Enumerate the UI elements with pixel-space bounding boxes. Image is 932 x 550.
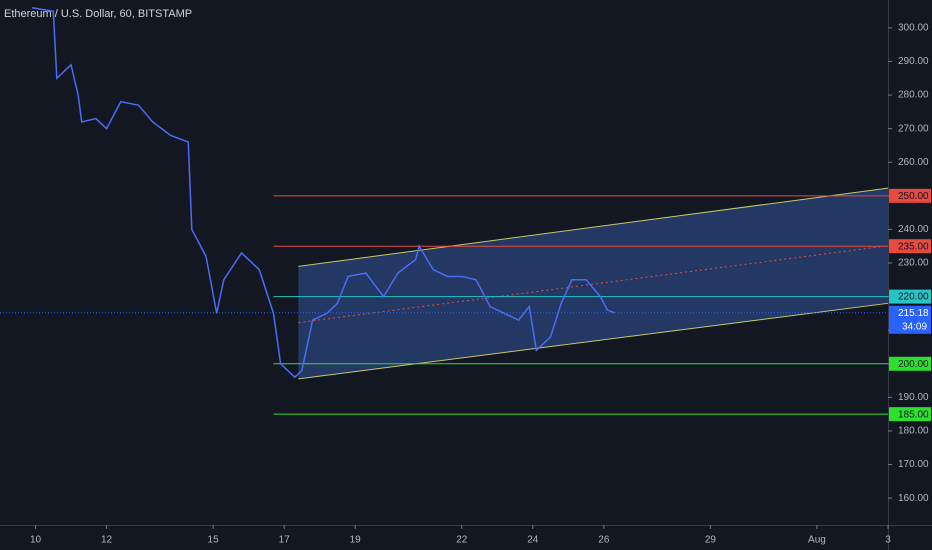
x-tick-label: Aug <box>808 535 826 546</box>
axis-panel <box>888 0 932 550</box>
x-tick-label: 15 <box>208 535 220 546</box>
last-price-box <box>889 305 931 334</box>
level-label-box <box>889 188 931 203</box>
level-label: 235.00 <box>898 241 929 252</box>
x-tick-label: 12 <box>101 535 113 546</box>
level-label: 185.00 <box>898 409 929 420</box>
x-axis-panel <box>0 525 932 550</box>
level-label-box <box>889 407 931 422</box>
channel-fill <box>298 188 888 379</box>
level-label-box <box>889 289 931 304</box>
y-tick-label: 270.00 <box>898 123 929 134</box>
level-label: 200.00 <box>898 359 929 370</box>
y-tick-label: 280.00 <box>898 90 929 101</box>
y-tick-label: 160.00 <box>898 493 929 504</box>
price-line <box>31 6 615 379</box>
y-tick-label: 300.00 <box>898 23 929 34</box>
y-tick-label: 260.00 <box>898 157 929 168</box>
x-tick-label: 19 <box>350 535 362 546</box>
level-label: 220.00 <box>898 292 929 303</box>
chart-title: Ethereum / U.S. Dollar, 60, BITSTAMP <box>4 8 192 20</box>
x-tick-label: 24 <box>527 535 539 546</box>
last-price-label: 215.18 <box>898 308 929 319</box>
level-label-box <box>889 356 931 371</box>
x-tick-label: 26 <box>598 535 610 546</box>
x-tick-label: 10 <box>30 535 42 546</box>
channel-lower <box>298 302 889 380</box>
countdown-label: 34:09 <box>902 321 927 332</box>
y-tick-label: 190.00 <box>898 392 929 403</box>
level-label: 250.00 <box>898 191 929 202</box>
channel-upper <box>298 187 889 267</box>
x-tick-label: 29 <box>705 535 717 546</box>
level-label-box <box>889 239 931 254</box>
channel-mid <box>298 245 889 324</box>
y-tick-label: 180.00 <box>898 426 929 437</box>
y-tick-label: 230.00 <box>898 258 929 269</box>
y-tick-label: 240.00 <box>898 224 929 235</box>
x-tick-label: 17 <box>279 535 291 546</box>
y-tick-label: 170.00 <box>898 459 929 470</box>
x-tick-label: 22 <box>456 535 468 546</box>
y-tick-label: 290.00 <box>898 56 929 67</box>
x-tick-label: 3 <box>885 535 891 546</box>
